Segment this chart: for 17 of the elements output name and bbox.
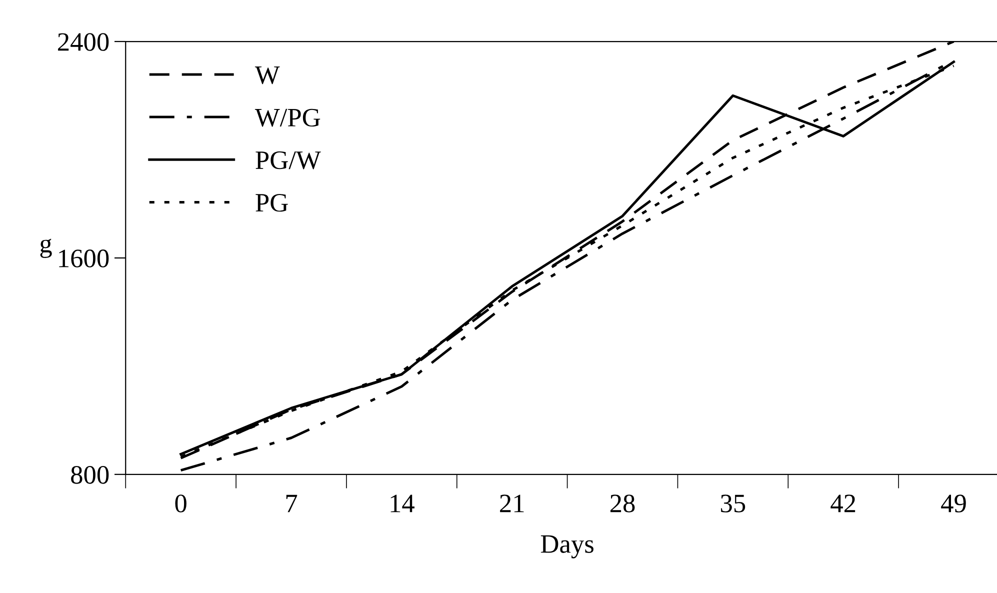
- x-axis-title: Days: [540, 535, 594, 558]
- x-tick-label: 42: [830, 494, 856, 512]
- x-tick-label: 28: [610, 494, 635, 512]
- x-tick-label: 21: [500, 494, 524, 512]
- y-tick-label: 2400: [58, 33, 109, 51]
- y-tick-label: 800: [71, 466, 109, 484]
- y-axis-title: g: [40, 238, 52, 258]
- legend-label: PG/W: [256, 151, 321, 170]
- x-tick-label: 49: [941, 494, 966, 512]
- legend-label: PG: [256, 194, 288, 212]
- x-tick-label: 7: [286, 494, 298, 512]
- x-tick-label: 0: [175, 494, 186, 512]
- x-tick-label: 14: [390, 494, 414, 512]
- legend-label: W: [254, 66, 280, 84]
- x-tick-label: 35: [720, 494, 746, 512]
- y-tick-label: 1600: [59, 250, 109, 268]
- legend-label: W/PG: [254, 108, 320, 127]
